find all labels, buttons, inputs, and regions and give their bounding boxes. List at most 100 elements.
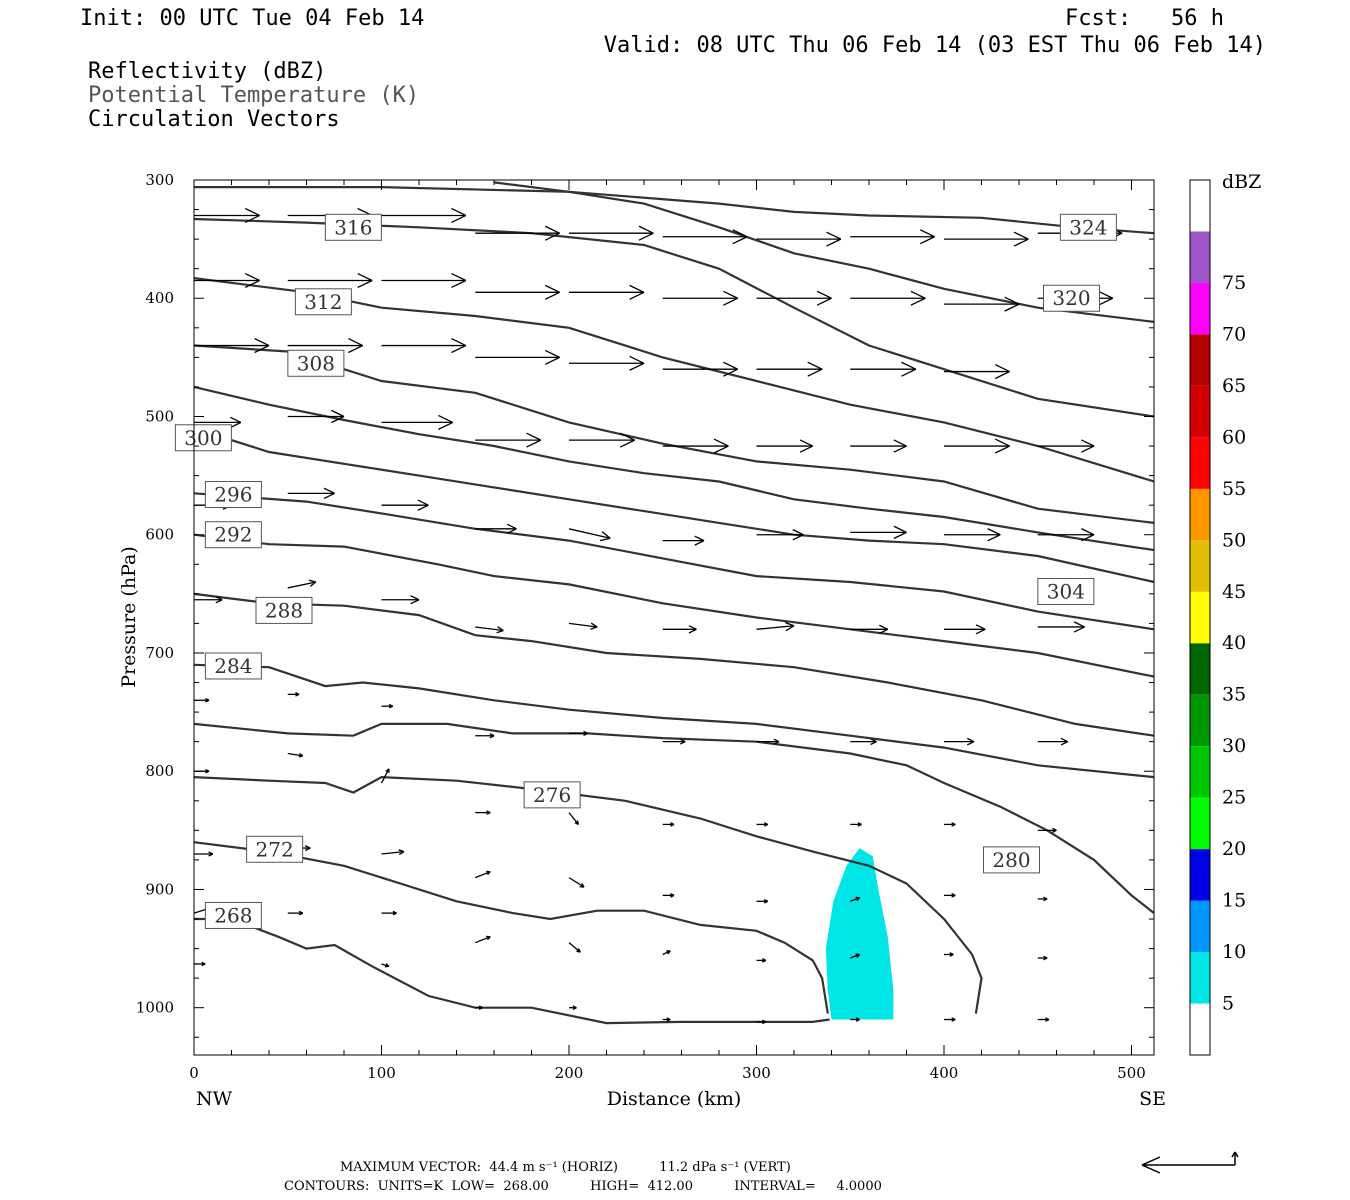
x-tick-label: 400 bbox=[930, 1064, 959, 1082]
vector-arrow bbox=[194, 207, 260, 224]
y-tick-label: 900 bbox=[145, 880, 174, 898]
vector-arrow bbox=[850, 953, 861, 959]
contour-label-296: 296 bbox=[204, 481, 262, 509]
vector-arrow bbox=[194, 272, 260, 289]
vector-arrow bbox=[287, 337, 364, 354]
vector-arrow bbox=[475, 432, 542, 448]
theta-contour-292 bbox=[193, 533, 1155, 678]
contour-labels: 268 272 276 280 284 288 292 296 300 304 308 312 316 3… bbox=[174, 213, 1117, 929]
x-axis-label: Distance (km) bbox=[607, 1088, 742, 1110]
vector-arrow bbox=[381, 337, 467, 354]
y-tick-label: 600 bbox=[145, 526, 174, 544]
vector-arrow bbox=[662, 625, 697, 634]
vector-arrow bbox=[569, 284, 645, 300]
field-label-theta: Potential Temperature (K) bbox=[88, 83, 419, 108]
colorbar-segment bbox=[1190, 952, 1210, 1004]
vector-arrow bbox=[662, 738, 686, 745]
vector-arrow bbox=[194, 961, 206, 967]
field-label-reflectivity: Reflectivity (dBZ) bbox=[88, 59, 326, 84]
vector-arrow bbox=[756, 529, 804, 541]
vector-arrow bbox=[662, 1017, 671, 1022]
theta-contour-288 bbox=[193, 592, 1155, 737]
vector-arrow bbox=[475, 626, 504, 634]
vector-arrow bbox=[568, 877, 585, 888]
vector-arrow bbox=[756, 738, 780, 745]
vector-arrow bbox=[850, 290, 926, 306]
vector-arrow bbox=[194, 851, 214, 857]
y-tick-label: 1000 bbox=[136, 999, 174, 1017]
colorbar-frame bbox=[1189, 179, 1211, 1056]
contour-label-324: 324 bbox=[1059, 213, 1117, 241]
vector-arrow bbox=[475, 225, 560, 241]
vector-arrow bbox=[569, 1005, 577, 1011]
y-axis-label: Pressure (hPa) bbox=[118, 546, 140, 688]
vector-arrow bbox=[662, 361, 739, 377]
theta-contour-300 bbox=[193, 427, 1155, 584]
colorbar-segment bbox=[1190, 231, 1210, 283]
colorbar-segment bbox=[1190, 385, 1210, 438]
vector-arrow bbox=[381, 499, 429, 511]
vector-arrow bbox=[944, 1017, 956, 1022]
vector-arrow bbox=[850, 738, 877, 746]
contour-label-312: 312 bbox=[294, 288, 352, 316]
valid-time: Valid: 08 UTC Thu 06 Feb 14 (03 EST Thu … bbox=[604, 33, 1266, 58]
vector-arrow bbox=[194, 416, 242, 429]
vector-arrow bbox=[756, 822, 769, 827]
contour-label-288: 288 bbox=[255, 596, 313, 624]
vector-arrow bbox=[287, 752, 304, 758]
colorbar-segment bbox=[1190, 540, 1210, 592]
vector-arrow bbox=[850, 822, 862, 827]
vector-arrow bbox=[287, 487, 335, 500]
theta-contour-296 bbox=[193, 492, 1155, 631]
contour-label-text: 324 bbox=[1069, 215, 1107, 239]
contour-label-text: 300 bbox=[184, 426, 222, 450]
vector-arrow bbox=[1037, 528, 1095, 542]
vector-arrow bbox=[475, 935, 491, 944]
colorbar-level-label: 40 bbox=[1222, 632, 1246, 654]
contour-label-text: 308 bbox=[297, 351, 335, 375]
vector-arrow bbox=[381, 963, 390, 968]
contour-label-300: 300 bbox=[174, 424, 232, 452]
vector-arrow bbox=[475, 870, 491, 879]
reference-vector-icon bbox=[1141, 1151, 1239, 1174]
vector-arrow bbox=[944, 231, 1029, 247]
vector-arrow bbox=[1037, 621, 1085, 633]
field-label-vectors: Circulation Vectors bbox=[88, 107, 340, 132]
colorbar-level-label: 5 bbox=[1222, 993, 1234, 1015]
colorbar-level-label: 60 bbox=[1222, 426, 1246, 448]
plot-frame bbox=[193, 179, 1155, 1056]
vector-arrow bbox=[569, 355, 645, 371]
vector-arrow bbox=[381, 595, 420, 605]
theta-contour-304 bbox=[193, 385, 1155, 552]
vector-arrow bbox=[381, 849, 405, 856]
colorbar-segment bbox=[1190, 849, 1210, 901]
contour-label-text: 316 bbox=[334, 215, 372, 239]
vector-arrow bbox=[756, 439, 814, 453]
colorbar-segment bbox=[1190, 797, 1210, 850]
contour-label-text: 312 bbox=[304, 290, 342, 314]
vector-arrow bbox=[944, 528, 1001, 542]
colorbar-segment bbox=[1190, 488, 1210, 541]
y-tick-label: 800 bbox=[145, 762, 174, 780]
vector-arrow bbox=[944, 737, 975, 746]
colorbar-level-label: 20 bbox=[1222, 838, 1246, 860]
vector-arrow bbox=[756, 958, 767, 963]
vector-arrow bbox=[944, 952, 954, 957]
x-end-label-nw: NW bbox=[196, 1088, 233, 1110]
theta-contour-268 bbox=[194, 917, 830, 1025]
contour-label-268: 268 bbox=[204, 901, 262, 929]
vector-arrow bbox=[944, 296, 1020, 312]
colorbar-level-label: 50 bbox=[1222, 529, 1246, 551]
vector-arrow bbox=[850, 896, 861, 902]
vector-arrow bbox=[380, 768, 390, 784]
contour-label-text: 304 bbox=[1047, 579, 1085, 603]
vector-arrow bbox=[1037, 737, 1069, 746]
colorbar-segment bbox=[1190, 900, 1210, 953]
contour-label-304: 304 bbox=[1037, 577, 1095, 605]
colorbar-segment bbox=[1190, 437, 1210, 489]
vector-arrow bbox=[568, 528, 611, 542]
colorbar-segment bbox=[1190, 1003, 1210, 1055]
theta-contour-284 bbox=[193, 663, 1155, 779]
vector-arrow bbox=[944, 822, 956, 827]
colorbar-level-label: 55 bbox=[1222, 478, 1246, 500]
